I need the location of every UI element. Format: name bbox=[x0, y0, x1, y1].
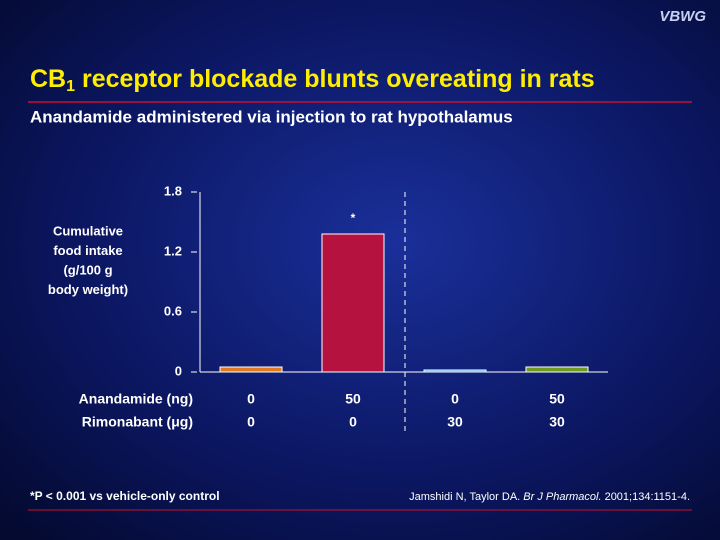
title-rest: receptor blockade blunts overeating in r… bbox=[75, 65, 595, 93]
bar bbox=[525, 366, 589, 373]
bar bbox=[423, 369, 487, 373]
dose-value: 30 bbox=[447, 414, 463, 430]
dose-value: 30 bbox=[549, 414, 565, 430]
y-axis-label: (g/100 g bbox=[63, 262, 112, 277]
subtitle: Anandamide administered via injection to… bbox=[30, 107, 513, 126]
y-axis-label: Cumulative bbox=[53, 223, 123, 238]
citation: Jamshidi N, Taylor DA. Br J Pharmacol. 2… bbox=[409, 491, 690, 503]
footnote: *P < 0.001 vs vehicle-only control bbox=[30, 489, 220, 503]
y-tick-label: 0.6 bbox=[164, 303, 182, 318]
title-sub: 1 bbox=[66, 78, 75, 95]
y-tick-label: 0 bbox=[175, 363, 182, 378]
dose-value: 0 bbox=[247, 414, 255, 430]
chart-title: CB1 receptor blockade blunts overeating … bbox=[30, 65, 595, 96]
dose-row-label: Anandamide (ng) bbox=[79, 391, 193, 407]
bar bbox=[219, 366, 283, 373]
y-tick-label: 1.2 bbox=[164, 243, 182, 258]
title-main: CB bbox=[30, 65, 66, 93]
y-tick-label: 1.8 bbox=[164, 183, 182, 198]
dose-value: 50 bbox=[345, 391, 361, 407]
dose-value: 0 bbox=[349, 414, 357, 430]
citation-authors: Jamshidi N, Taylor DA. bbox=[409, 491, 523, 503]
dose-value: 0 bbox=[451, 391, 459, 407]
dose-value: 0 bbox=[247, 391, 255, 407]
y-axis-label: body weight) bbox=[48, 282, 128, 297]
dose-value: 50 bbox=[549, 391, 565, 407]
citation-journal: Br J Pharmacol. bbox=[523, 491, 601, 503]
bar bbox=[321, 233, 385, 373]
dose-row-label: Rimonabant (μg) bbox=[82, 414, 193, 430]
citation-details: 2001;134:1151-4. bbox=[602, 491, 690, 503]
logo: VBWG bbox=[659, 8, 706, 25]
significance-marker: * bbox=[351, 211, 356, 225]
y-axis-label: food intake bbox=[53, 243, 122, 258]
